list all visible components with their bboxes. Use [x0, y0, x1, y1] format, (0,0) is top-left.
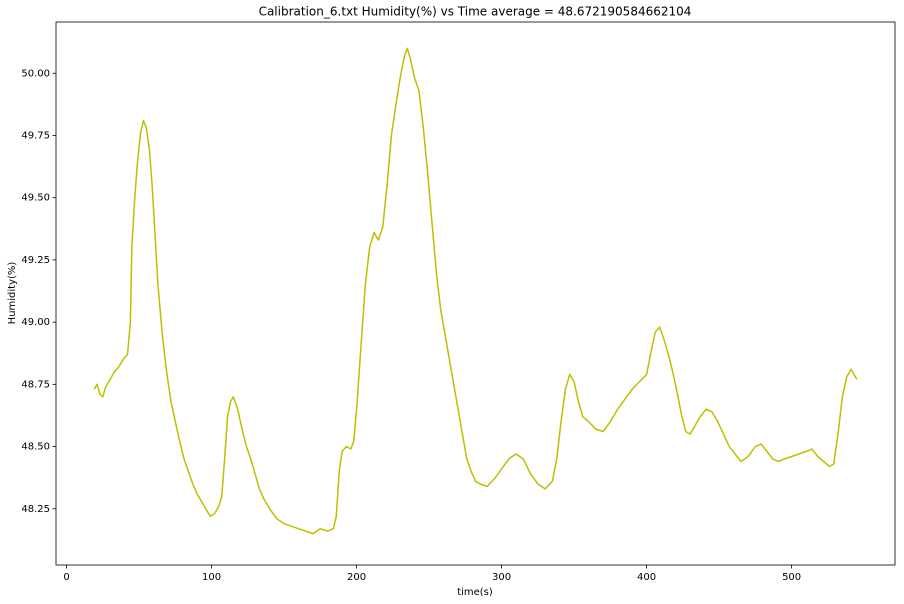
x-tick-label: 400: [637, 572, 656, 583]
y-tick-label: 48.25: [21, 504, 50, 515]
x-tick-label: 200: [347, 572, 366, 583]
x-tick-label: 100: [202, 572, 221, 583]
y-tick-label: 49.00: [21, 317, 50, 328]
y-tick-label: 48.75: [21, 379, 50, 390]
x-tick-label: 300: [492, 572, 511, 583]
y-tick-label: 49.25: [21, 255, 50, 266]
y-tick-label: 49.50: [21, 193, 50, 204]
y-tick-label: 49.75: [21, 130, 50, 141]
x-tick-label: 0: [63, 572, 69, 583]
y-axis-label: Humidity(%): [7, 262, 18, 325]
data-line: [93, 47, 858, 535]
x-tick-label: 500: [782, 572, 801, 583]
chart-title: Calibration_6.txt Humidity(%) vs Time av…: [259, 5, 692, 19]
y-tick-label: 48.50: [21, 442, 50, 453]
plot-frame: [55, 21, 896, 566]
x-axis-label: time(s): [457, 587, 493, 598]
y-tick-label: 50.00: [21, 68, 50, 79]
